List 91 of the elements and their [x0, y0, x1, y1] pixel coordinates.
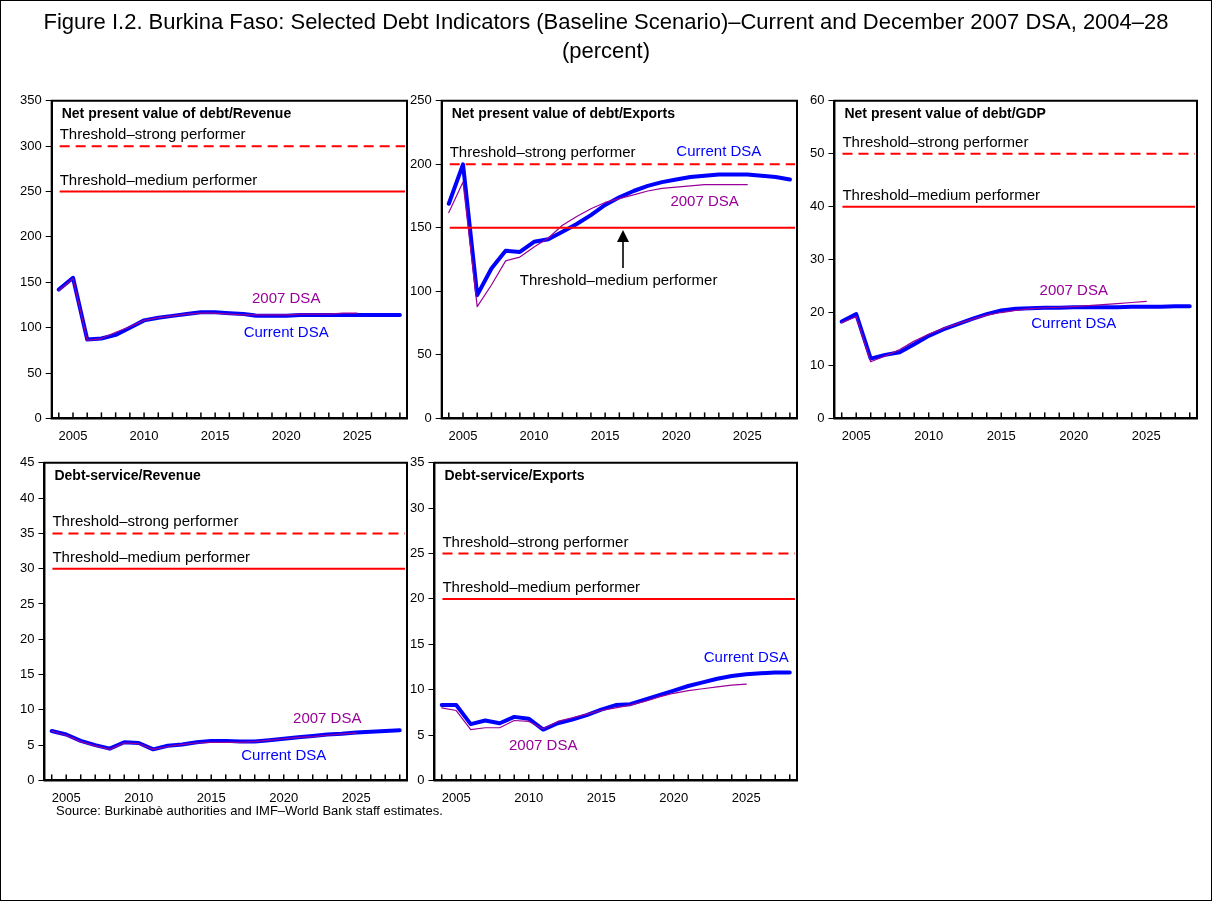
y-tick-label: 50 [27, 364, 42, 380]
x-tick-label: 2010 [914, 427, 944, 443]
series-label: 2007 DSA [252, 288, 321, 306]
series-label: Current DSA [1031, 314, 1117, 332]
y-tick-label: 20 [19, 630, 35, 646]
y-tick-label: 250 [19, 183, 42, 199]
y-tick-label: 35 [409, 454, 425, 470]
y-tick-label: 60 [809, 92, 825, 108]
text: Figure I.2. Burkina Faso: Selected Debt Indicators (Baseline Scenario)–Current and December 2007 DSA, 2004–28 (percent) [42, 8, 1170, 65]
series-label: Current DSA [703, 648, 789, 666]
x-tick-label: 2005 [448, 427, 478, 443]
y-tick-label: 0 [817, 409, 825, 425]
y-tick-label: 10 [19, 701, 35, 717]
series-label: 2007 DSA [293, 709, 362, 727]
y-tick-label: 350 [19, 92, 42, 108]
source-note: Source: Burkinabè authorities and IMF–World Bank staff estimates. [56, 803, 443, 818]
y-tick-label: 40 [809, 198, 825, 214]
x-tick-label: 2015 [200, 427, 230, 443]
x-tick-label: 2005 [51, 789, 81, 805]
y-tick-label: 0 [34, 409, 42, 425]
y-tick-label: 25 [409, 545, 425, 561]
y-tick-label: 100 [19, 319, 42, 335]
ref-line-label: Threshold–medium performer [519, 270, 718, 288]
ref-line-label: Threshold–strong performer [449, 143, 636, 161]
x-tick-label: 2005 [58, 427, 88, 443]
series-label: Current DSA [243, 322, 329, 340]
x-tick-label: 2020 [269, 789, 299, 805]
x-tick-label: 2025 [342, 427, 372, 443]
x-tick-label: 2005 [841, 427, 871, 443]
y-tick-label: 50 [809, 145, 825, 161]
y-tick-label: 0 [417, 771, 425, 787]
x-tick-label: 2020 [1059, 427, 1089, 443]
x-tick-label: 2015 [196, 789, 226, 805]
y-tick-label: 5 [417, 726, 425, 742]
x-tick-label: 2025 [341, 789, 371, 805]
x-tick-label: 2020 [661, 427, 691, 443]
ref-line-label: Threshold–strong performer [442, 532, 629, 550]
x-tick-label: 2025 [732, 427, 762, 443]
y-tick-label: 30 [809, 251, 825, 267]
y-tick-label: 15 [19, 666, 35, 682]
y-tick-label: 200 [409, 155, 432, 171]
y-tick-label: 5 [27, 736, 35, 752]
x-tick-label: 2020 [271, 427, 301, 443]
y-tick-label: 250 [409, 92, 432, 108]
chart-title: Net present value of debt/Exports [451, 104, 676, 121]
ref-line-label: Threshold–medium performer [842, 185, 1041, 203]
ref-line-label: Threshold–strong performer [52, 512, 239, 530]
y-tick-label: 15 [409, 635, 425, 651]
x-tick-label: 2020 [659, 789, 689, 805]
series-label: 2007 DSA [509, 735, 578, 753]
y-tick-label: 30 [19, 560, 35, 576]
x-tick-label: 2005 [441, 789, 471, 805]
series-label: 2007 DSA [1039, 280, 1108, 298]
x-tick-label: 2010 [124, 789, 154, 805]
y-tick-label: 100 [409, 282, 432, 298]
y-tick-label: 0 [424, 409, 432, 425]
x-tick-label: 2010 [519, 427, 549, 443]
x-tick-label: 2025 [731, 789, 761, 805]
chart-title: Net present value of debt/GDP [844, 104, 1046, 121]
series-label: Current DSA [241, 745, 327, 763]
x-tick-label: 2025 [1131, 427, 1161, 443]
y-tick-label: 0 [27, 771, 35, 787]
y-tick-label: 10 [809, 357, 825, 373]
y-tick-label: 150 [19, 273, 42, 289]
y-tick-label: 200 [19, 228, 42, 244]
x-tick-label: 2015 [986, 427, 1016, 443]
x-tick-label: 2015 [590, 427, 620, 443]
y-tick-label: 20 [809, 304, 825, 320]
y-tick-label: 25 [19, 595, 35, 611]
ref-line-label: Threshold–medium performer [52, 547, 251, 565]
chart-title: Net present value of debt/Revenue [61, 104, 292, 121]
series-label: 2007 DSA [670, 191, 739, 209]
x-tick-label: 2015 [586, 789, 616, 805]
ref-line-label: Threshold–strong performer [842, 132, 1029, 150]
y-tick-label: 45 [19, 454, 35, 470]
y-tick-label: 300 [19, 137, 42, 153]
y-tick-label: 30 [409, 499, 425, 515]
y-tick-label: 35 [19, 524, 35, 540]
x-tick-label: 2010 [514, 789, 544, 805]
y-tick-label: 20 [409, 590, 425, 606]
x-tick-label: 2010 [129, 427, 159, 443]
y-tick-label: 40 [19, 489, 35, 505]
chart-title: Debt-service/Exports [444, 466, 585, 483]
y-tick-label: 150 [409, 219, 432, 235]
chart-title: Debt-service/Revenue [54, 466, 201, 483]
y-tick-label: 50 [417, 346, 432, 362]
ref-line-label: Threshold–medium performer [59, 170, 258, 188]
series-label: Current DSA [676, 142, 762, 160]
y-tick-label: 10 [409, 681, 425, 697]
ref-line-label: Threshold–medium performer [442, 577, 641, 595]
ref-line-label: Threshold–strong performer [59, 125, 246, 143]
